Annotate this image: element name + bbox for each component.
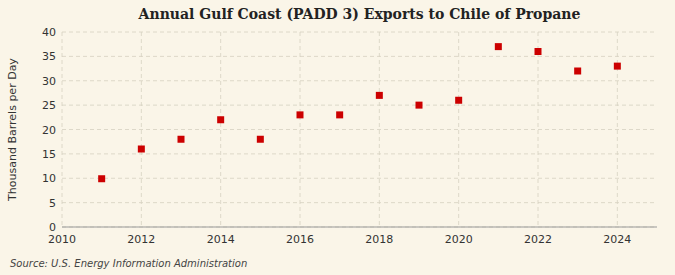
point — [178, 136, 185, 143]
points — [98, 43, 621, 182]
background — [0, 0, 675, 275]
point — [98, 175, 105, 182]
point — [416, 102, 423, 109]
y-grid-line — [62, 129, 657, 130]
x-grid-line — [300, 32, 301, 227]
y-grid-line — [62, 32, 657, 33]
x-grid-line — [538, 32, 539, 227]
x-grid-line — [220, 32, 221, 227]
y-tick-label: 25 — [42, 99, 56, 112]
point — [574, 68, 581, 75]
y-tick-label: 10 — [42, 172, 56, 185]
y-grid-line — [62, 178, 657, 179]
point — [455, 97, 462, 104]
y-tick-label: 5 — [49, 197, 56, 210]
point — [217, 116, 224, 123]
x-grid-line — [141, 32, 142, 227]
y-grid-line — [62, 202, 657, 203]
point — [257, 136, 264, 143]
point — [336, 111, 343, 118]
title: Annual Gulf Coast (PADD 3) Exports to Ch… — [138, 6, 581, 22]
x-tick-label: 2012 — [127, 233, 155, 246]
y-grid-line — [62, 56, 657, 57]
x-tick-label: 2016 — [286, 233, 314, 246]
y-grid-line — [62, 80, 657, 81]
x-tick-label: 2020 — [445, 233, 473, 246]
y-grid-line — [62, 153, 657, 154]
y-axis-label: Thousand Barrels per Day — [6, 58, 19, 202]
y-grid-line — [62, 105, 657, 106]
point — [535, 48, 542, 55]
x-axis-line — [62, 227, 657, 228]
x-grid-line — [62, 32, 63, 227]
chart: 0510152025303540201020122014201620182020… — [0, 0, 675, 275]
y-tick-label: 40 — [42, 26, 56, 39]
point — [138, 146, 145, 153]
x-tick-label: 2022 — [524, 233, 552, 246]
point — [376, 92, 383, 99]
x-grid-line — [617, 32, 618, 227]
x-grid-line — [458, 32, 459, 227]
grid — [62, 32, 657, 227]
x-grid-line — [379, 32, 380, 227]
point — [495, 43, 502, 50]
y-grid-line — [62, 227, 657, 228]
y-tick-label: 30 — [42, 75, 56, 88]
y-tick-label: 20 — [42, 124, 56, 137]
x-tick-label: 2018 — [365, 233, 393, 246]
x-tick-label: 2014 — [207, 233, 235, 246]
source: Source: U.S. Energy Information Administ… — [10, 258, 247, 269]
point — [614, 63, 621, 70]
x-tick-label: 2010 — [48, 233, 76, 246]
point — [297, 111, 304, 118]
y-tick-label: 35 — [42, 50, 56, 63]
y-tick-label: 15 — [42, 148, 56, 161]
x-tick-label: 2024 — [603, 233, 631, 246]
